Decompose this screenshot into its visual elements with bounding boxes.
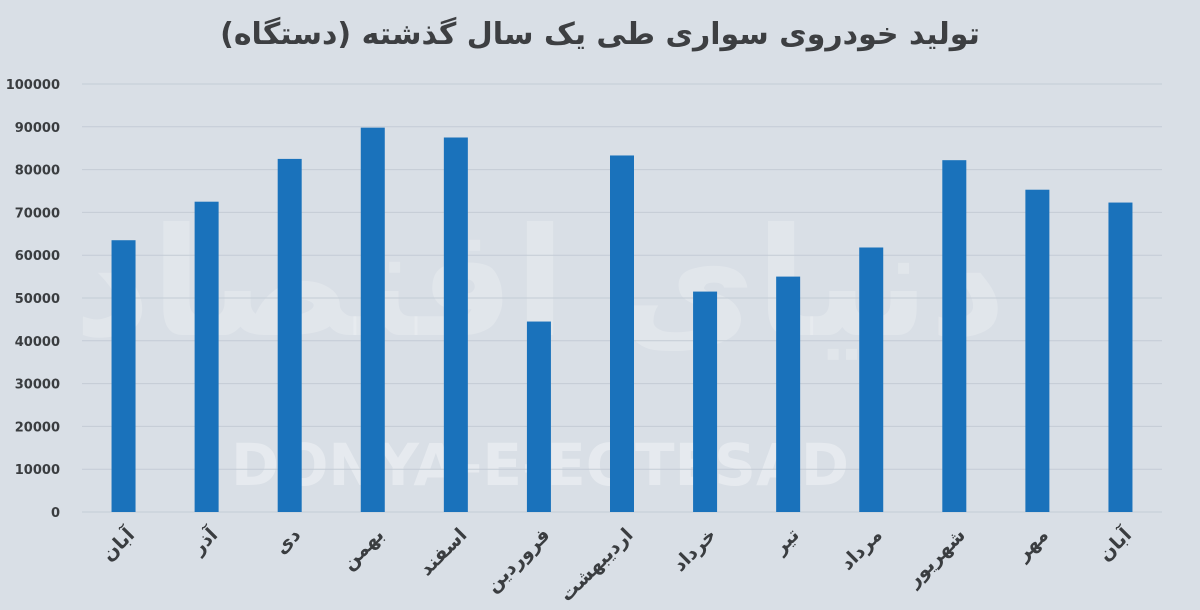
bar (360, 127, 385, 512)
x-tick-label: اسفند (415, 524, 471, 580)
x-axis-tick-labels: آبان آذر دی بهمن اسفند فروردین اردیبهشت خرداد تی… (96, 522, 1136, 606)
y-tick-label: 50000 (15, 292, 60, 307)
y-tick-label: 40000 (15, 335, 60, 350)
bar (526, 321, 551, 512)
y-tick-label: 100000 (6, 78, 60, 93)
x-tick-label: شهریور (902, 524, 970, 592)
x-tick-label: آبان (96, 522, 139, 565)
bars (111, 127, 1133, 512)
y-tick-label: 20000 (15, 420, 60, 435)
bar (610, 155, 634, 512)
x-tick-label: بهمن (338, 524, 389, 575)
y-tick-label: 80000 (15, 164, 60, 179)
bar (443, 137, 468, 512)
bar (111, 240, 136, 512)
bar (693, 291, 718, 512)
x-tick-label: آبان (1093, 522, 1136, 565)
x-tick-label: اردیبهشت (555, 524, 637, 606)
y-tick-label: 10000 (15, 463, 60, 478)
y-tick-label: 70000 (15, 206, 60, 221)
chart-title: تولید خودروی سواری طی یک سال گذشته (دستگ… (220, 16, 980, 52)
x-tick-label: مرداد (836, 524, 887, 575)
y-tick-label: 0 (51, 506, 60, 521)
bar (859, 247, 884, 512)
bar (942, 160, 967, 512)
x-tick-label: مهر (1011, 524, 1053, 566)
y-tick-label: 30000 (15, 378, 60, 393)
y-axis-tick-labels: 0 10000 20000 30000 40000 50000 60000 70000 8000… (6, 78, 60, 521)
x-tick-label: آذر (185, 522, 222, 559)
bar (1108, 202, 1133, 512)
x-tick-label: فروردین (482, 524, 555, 597)
bar (194, 201, 219, 512)
x-tick-label: تیر (769, 524, 804, 559)
x-tick-label: خرداد (669, 524, 721, 576)
bar (776, 276, 801, 512)
bar (1025, 189, 1050, 512)
x-tick-label: دی (270, 524, 305, 559)
y-tick-label: 90000 (15, 121, 60, 136)
bar (277, 158, 302, 512)
y-tick-label: 60000 (15, 249, 60, 264)
